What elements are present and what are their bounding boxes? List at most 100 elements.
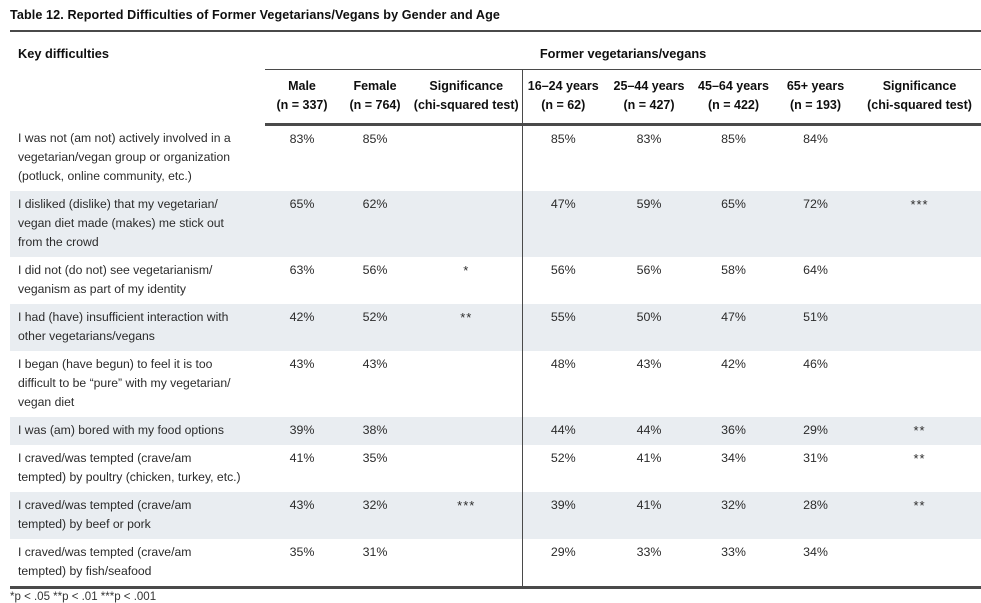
cell-value: 34%: [803, 544, 828, 559]
row-label: I craved/was tempted (crave/am tempted) …: [18, 544, 192, 578]
row-label: I began (have begun) to feel it is too d…: [18, 356, 231, 409]
cell-value: 56%: [362, 262, 388, 277]
cell-value: 46%: [803, 356, 828, 371]
column-label: Significance: [882, 79, 957, 93]
cell-value: [858, 125, 981, 191]
cell-value: [411, 191, 522, 257]
cell-value: [411, 539, 522, 588]
cell-value: 34%: [721, 450, 746, 465]
cell-value: *: [463, 262, 470, 278]
cell-value: 84%: [803, 132, 828, 146]
cell-value: 41%: [289, 450, 315, 465]
column-header-male: Male (n = 337): [265, 69, 339, 126]
row-label: I did not (do not) see vegetarianism/ ve…: [18, 262, 213, 296]
cell-value: 31%: [362, 544, 388, 559]
table-row: I was not (am not) actively involved in …: [10, 124, 981, 191]
cell-value: 44%: [636, 422, 662, 437]
cell-value: 62%: [362, 196, 388, 211]
key-difficulties-header: Key difficulties: [18, 46, 110, 61]
cell-value: [411, 417, 522, 445]
cell-value: 52%: [521, 444, 604, 492]
table-row: I craved/was tempted (crave/am tempted) …: [10, 538, 981, 588]
cell-value: [858, 539, 981, 588]
column-header-row: Male (n = 337) Female (n = 764) Signific…: [10, 69, 981, 126]
column-header-25-44-years: 25–44 years (n = 427): [604, 69, 694, 126]
column-label: Female: [353, 79, 397, 93]
column-header-female: Female (n = 764): [339, 69, 411, 126]
cell-value: 44%: [521, 416, 604, 445]
cell-value: [411, 351, 522, 417]
cell-value: 35%: [362, 450, 388, 465]
column-label: 16–24 years: [527, 79, 599, 93]
row-label: I was not (am not) actively involved in …: [18, 130, 231, 183]
cell-value: 43%: [289, 356, 315, 371]
cell-value: 41%: [636, 497, 662, 512]
cell-value: 85%: [521, 124, 604, 191]
cell-value: 31%: [803, 450, 828, 465]
cell-value: 83%: [636, 132, 662, 146]
cell-value: 32%: [721, 497, 746, 512]
cell-value: **: [460, 309, 473, 325]
column-header-significance-gender: Significance (chi-squared test): [411, 69, 522, 126]
column-sublabel: (n = 62): [541, 98, 586, 112]
cell-value: 85%: [362, 132, 388, 146]
column-sublabel: (n = 427): [623, 98, 675, 112]
cell-value: 58%: [721, 262, 746, 277]
cell-value: 65%: [289, 196, 315, 211]
column-label: 45–64 years: [698, 79, 769, 93]
cell-value: 43%: [362, 356, 388, 371]
row-label: I was (am) bored with my food options: [18, 422, 224, 437]
column-label: Significance: [429, 79, 504, 93]
cell-value: 42%: [289, 309, 315, 324]
row-label: I had (have) insufficient interaction wi…: [18, 309, 229, 343]
cell-value: 55%: [521, 303, 604, 351]
cell-value: 35%: [289, 544, 315, 559]
row-label: I disliked (dislike) that my vegetarian/…: [18, 196, 224, 249]
column-sublabel: (chi-squared test): [413, 98, 519, 112]
cell-value: **: [913, 450, 926, 466]
cell-value: 59%: [636, 196, 662, 211]
cell-value: [858, 304, 981, 351]
group-header-row: Key difficulties Former vegetarians/vega…: [10, 31, 981, 70]
table-row: I was (am) bored with my food options 39…: [10, 416, 981, 445]
column-sublabel: (n = 764): [349, 98, 401, 112]
cell-value: 38%: [362, 422, 388, 437]
cell-value: 41%: [636, 450, 662, 465]
table-row: I craved/was tempted (crave/am tempted) …: [10, 444, 981, 492]
column-header-45-64-years: 45–64 years (n = 422): [694, 69, 773, 126]
cell-value: **: [913, 497, 926, 513]
cell-value: 72%: [803, 196, 828, 211]
footnote: *p < .05 **p < .01 ***p < .001: [10, 591, 157, 603]
cell-value: 56%: [636, 262, 662, 277]
cell-value: 50%: [636, 309, 662, 324]
table-row: I disliked (dislike) that my vegetarian/…: [10, 190, 981, 257]
cell-value: [411, 445, 522, 492]
cell-value: 43%: [289, 497, 315, 512]
column-label: 25–44 years: [613, 79, 685, 93]
row-label: I craved/was tempted (crave/am tempted) …: [18, 450, 241, 484]
column-header-significance-age: Significance (chi-squared test): [858, 69, 981, 126]
table-title: Table 12. Reported Difficulties of Forme…: [10, 8, 500, 22]
table-row: I began (have begun) to feel it is too d…: [10, 350, 981, 417]
cell-value: 52%: [362, 309, 388, 324]
cell-value: 36%: [721, 422, 746, 437]
table-row: I craved/was tempted (crave/am tempted) …: [10, 491, 981, 539]
cell-value: 56%: [521, 256, 604, 304]
cell-value: 42%: [721, 356, 746, 371]
column-label: Male: [288, 79, 316, 93]
cell-value: 33%: [721, 544, 746, 559]
column-header-65-plus-years: 65+ years (n = 193): [773, 69, 858, 126]
cell-value: 33%: [636, 544, 662, 559]
cell-value: [858, 257, 981, 304]
column-sublabel: (n = 337): [276, 98, 328, 112]
table-row: I did not (do not) see vegetarianism/ ve…: [10, 256, 981, 304]
cell-value: 32%: [362, 497, 388, 512]
cell-value: 43%: [636, 356, 662, 371]
table-body: I was not (am not) actively involved in …: [10, 124, 981, 588]
difficulties-table: Key difficulties Former vegetarians/vega…: [10, 30, 981, 589]
column-header-16-24-years: 16–24 years (n = 62): [521, 69, 604, 126]
column-sublabel: (chi-squared test): [867, 98, 972, 112]
column-sublabel: (n = 422): [707, 98, 760, 112]
column-sublabel: (n = 193): [789, 98, 842, 112]
cell-value: 85%: [721, 132, 746, 146]
